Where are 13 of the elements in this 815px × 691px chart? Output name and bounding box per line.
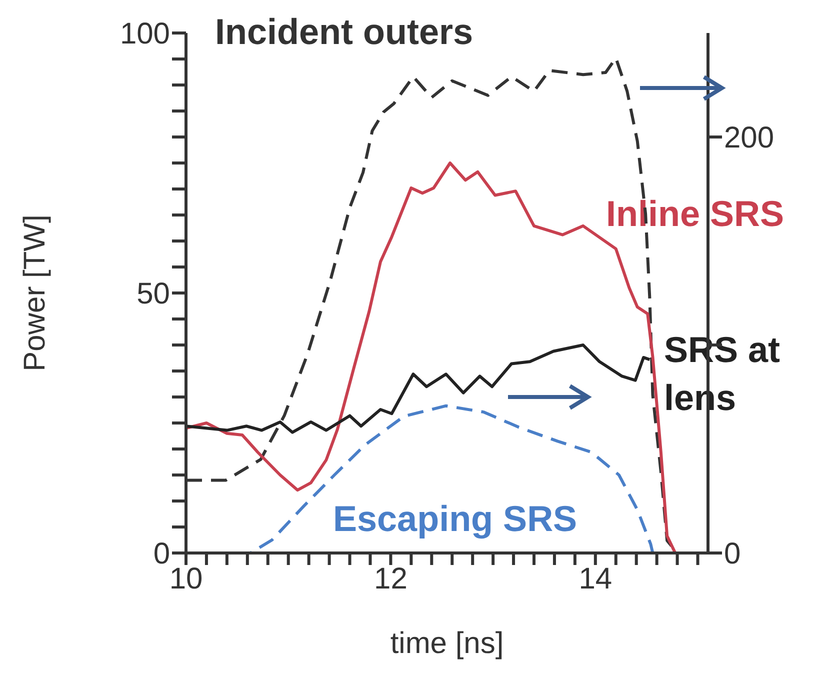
y-axis-title: Power [TW]	[18, 214, 52, 372]
series-label: Incident outers	[215, 10, 474, 54]
x-tick-label: 10	[169, 562, 203, 596]
x-tick-label: 14	[578, 562, 612, 596]
y-tick-label: 50	[136, 278, 170, 311]
y-tick-label: 0	[153, 538, 170, 571]
y-tick-label: 100	[120, 18, 170, 51]
series-label: Escaping SRS	[333, 497, 578, 541]
line-series	[186, 344, 652, 434]
x-axis-title: time [ns]	[390, 627, 504, 660]
y2-tick-label: 0	[724, 538, 741, 571]
x-tick-label: 12	[374, 562, 408, 596]
y2-tick-label: 200	[724, 122, 774, 155]
